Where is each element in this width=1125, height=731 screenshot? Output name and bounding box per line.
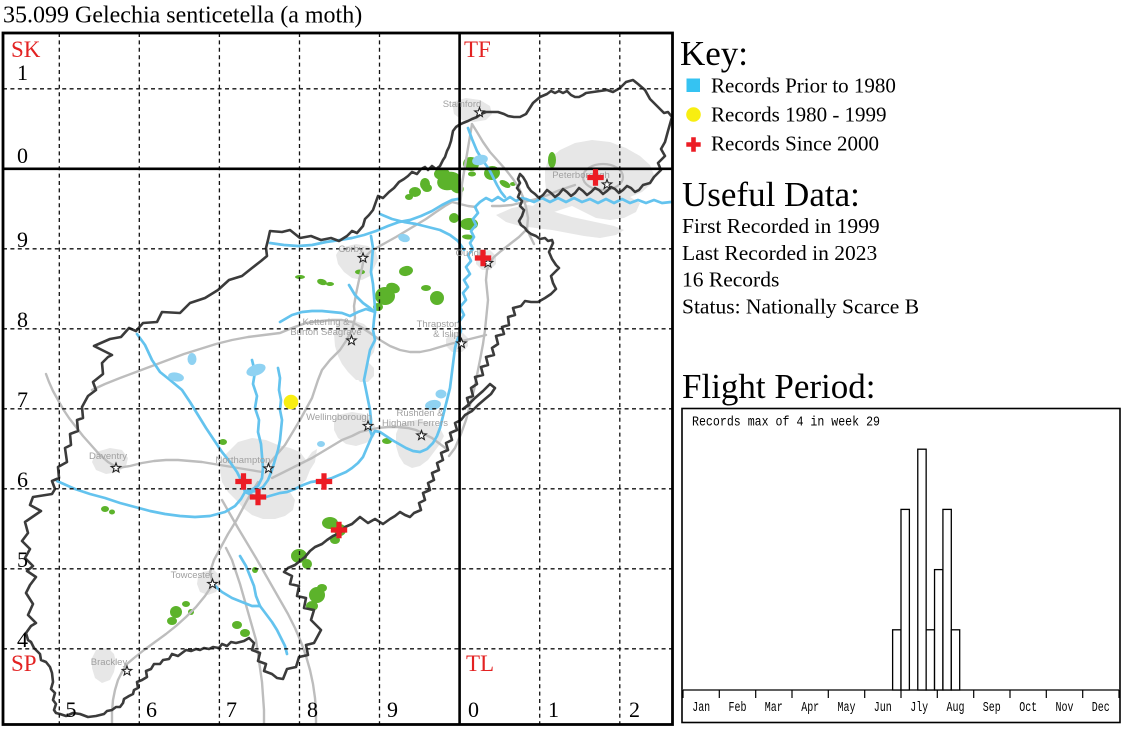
svg-text:0: 0 [17, 143, 28, 168]
svg-text:6: 6 [17, 467, 28, 492]
svg-text:Feb: Feb [729, 701, 747, 716]
svg-text:Brackley: Brackley [91, 657, 128, 668]
svg-text:16 Records: 16 Records [682, 268, 779, 292]
svg-text:First Recorded in 1999: First Recorded in 1999 [682, 214, 880, 238]
svg-text:Mar: Mar [765, 701, 783, 716]
svg-text:Sep: Sep [983, 701, 1001, 716]
svg-text:& Islip: & Islip [433, 329, 459, 340]
svg-text:Daventry: Daventry [89, 451, 127, 462]
svg-text:7: 7 [226, 697, 237, 722]
svg-text:9: 9 [17, 227, 28, 252]
svg-text:Oct: Oct [1019, 701, 1037, 716]
svg-text:Nov: Nov [1056, 701, 1074, 716]
svg-text:5: 5 [17, 547, 28, 572]
svg-text:Northampton: Northampton [216, 455, 271, 466]
svg-text:Records Prior to 1980: Records Prior to 1980 [711, 74, 896, 98]
svg-text:Flight Period:: Flight Period: [682, 367, 876, 406]
svg-text:9: 9 [387, 697, 398, 722]
svg-text:Aug: Aug [947, 701, 965, 716]
svg-text:Rushden &: Rushden & [396, 408, 444, 419]
svg-text:Last Recorded in 2023: Last Recorded in 2023 [682, 241, 877, 265]
svg-text:Useful Data:: Useful Data: [682, 175, 860, 214]
svg-text:Status: Nationally Scarce B: Status: Nationally Scarce B [682, 295, 919, 319]
svg-text:Jun: Jun [874, 701, 892, 716]
svg-text:Dec: Dec [1092, 701, 1110, 716]
svg-text:TL: TL [466, 651, 494, 676]
svg-text:5: 5 [66, 697, 77, 722]
svg-text:Burton Seagrave: Burton Seagrave [290, 327, 361, 338]
svg-text:TF: TF [464, 37, 491, 62]
svg-text:SP: SP [11, 651, 37, 676]
svg-text:Towcester: Towcester [171, 570, 214, 581]
svg-text:6: 6 [146, 697, 157, 722]
svg-text:Key:: Key: [680, 34, 748, 73]
svg-text:8: 8 [307, 697, 318, 722]
svg-text:35.099 Gelechia senticetella (: 35.099 Gelechia senticetella (a moth) [3, 3, 362, 29]
svg-text:Records Since 2000: Records Since 2000 [711, 132, 879, 156]
svg-text:Wellingborough: Wellingborough [306, 412, 372, 423]
svg-text:Jly: Jly [910, 701, 928, 716]
svg-text:Corby: Corby [338, 244, 364, 255]
svg-text:Records max of 4 in week 29: Records max of 4 in week 29 [692, 416, 880, 431]
svg-text:Apr: Apr [801, 701, 819, 716]
svg-text:4: 4 [17, 627, 28, 652]
svg-text:Stamford: Stamford [443, 99, 482, 110]
svg-text:May: May [838, 701, 856, 716]
svg-text:Kettering &: Kettering & [303, 317, 351, 328]
svg-text:Higham Ferrers: Higham Ferrers [382, 418, 448, 429]
svg-text:Records 1980 - 1999: Records 1980 - 1999 [711, 103, 887, 127]
svg-text:Thrapston: Thrapston [417, 319, 460, 330]
svg-text:SK: SK [11, 37, 41, 62]
svg-text:Peterborough: Peterborough [552, 170, 610, 181]
svg-text:8: 8 [17, 307, 28, 332]
svg-text:1: 1 [17, 60, 28, 85]
svg-text:Oundle: Oundle [456, 248, 487, 259]
svg-text:1: 1 [548, 697, 559, 722]
svg-text:0: 0 [468, 697, 479, 722]
svg-text:2: 2 [629, 697, 640, 722]
svg-text:7: 7 [17, 387, 28, 412]
svg-text:Jan: Jan [692, 701, 710, 716]
